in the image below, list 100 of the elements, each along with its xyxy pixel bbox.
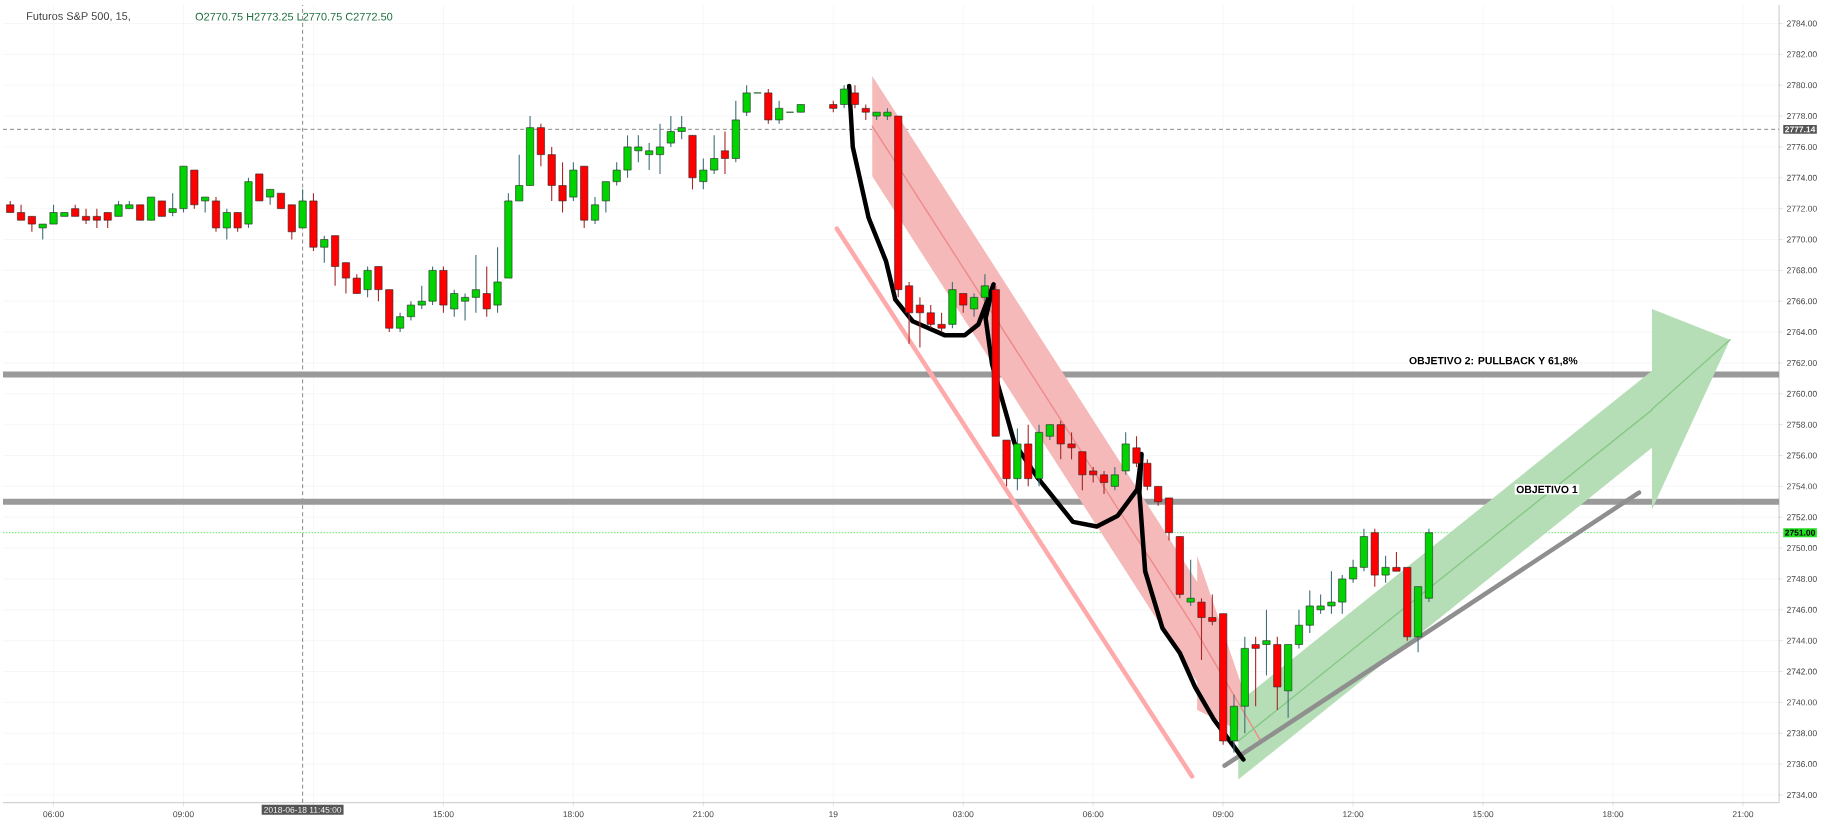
- candlestick: [1132, 435, 1141, 468]
- candlestick: [1154, 486, 1163, 507]
- y-tick-label: 2758.00: [1787, 421, 1817, 428]
- candlestick: [959, 293, 968, 314]
- candlestick: [970, 293, 979, 318]
- candlestick: [92, 208, 101, 229]
- x-tick-label: 09:00: [173, 811, 194, 818]
- x-tick-label: 15:00: [1473, 811, 1494, 818]
- candlestick: [1197, 597, 1206, 661]
- y-tick-label: 2784.00: [1787, 20, 1817, 27]
- y-tick-label: 2778.00: [1787, 113, 1817, 120]
- candlestick: [612, 161, 621, 187]
- candlestick: [721, 131, 729, 175]
- candlestick: [710, 134, 719, 175]
- x-tick-label: 19: [829, 811, 838, 818]
- candlestick: [1316, 594, 1325, 615]
- ref-line-label: 2018-06-18 11:45:00: [264, 807, 342, 814]
- candlestick: [666, 115, 675, 148]
- y-tick-label: 2782.00: [1787, 51, 1817, 58]
- candlestick: [1067, 431, 1076, 461]
- candlestick: [656, 123, 664, 175]
- y-tick-label: 2740.00: [1787, 699, 1817, 706]
- candlestick: [1100, 470, 1109, 495]
- y-tick-label: 2738.00: [1787, 730, 1817, 737]
- candlestick: [980, 273, 989, 302]
- candlestick: [1392, 551, 1401, 572]
- candlestick: [623, 134, 632, 179]
- candlestick: [493, 246, 502, 314]
- y-tick-label: 2742.00: [1787, 668, 1817, 675]
- candlestick: [341, 262, 350, 295]
- y-tick-label: 2770.00: [1787, 236, 1817, 243]
- text: O2770.75 H2773.25 L2770.75 C2772.50: [195, 12, 393, 21]
- candlestick: [49, 204, 58, 225]
- y-tick-label: 2736.00: [1787, 761, 1817, 768]
- candlestick: [1110, 466, 1119, 491]
- candlestick: [558, 161, 567, 214]
- y-tick-label: 2750.00: [1787, 545, 1817, 552]
- y-tick-label: 2760.00: [1787, 390, 1817, 397]
- x-tick-label: 15:00: [433, 811, 454, 818]
- y-tick-label: 2752.00: [1787, 514, 1817, 521]
- candlestick: [742, 84, 751, 117]
- x-tick-label: 18:00: [563, 811, 584, 818]
- candlestick: [1208, 594, 1217, 626]
- ref-line-label: 2751.00: [1785, 529, 1815, 536]
- candlestick: [1262, 609, 1271, 677]
- y-tick-label: 2754.00: [1787, 483, 1817, 490]
- candlestick: [634, 134, 643, 164]
- y-tick-label: 2734.00: [1787, 792, 1817, 799]
- candlestick: [1349, 559, 1358, 584]
- x-tick-label: 09:00: [1212, 811, 1234, 818]
- candlestick: [406, 300, 415, 322]
- y-tick-label: 2762.00: [1787, 360, 1817, 367]
- candlestick: [222, 208, 231, 241]
- candlestick: [850, 84, 859, 110]
- x-tick-label: 21:00: [1732, 811, 1754, 818]
- y-tick-label: 2772.00: [1787, 205, 1817, 212]
- text: Futuros S&P 500, 15,: [27, 12, 130, 22]
- y-tick-label: 2746.00: [1787, 607, 1817, 613]
- candlestick: [1143, 458, 1152, 491]
- candlestick: [1294, 609, 1303, 650]
- candlestick: [1338, 574, 1347, 615]
- candlestick: [396, 312, 405, 333]
- candlestick: [1305, 590, 1314, 634]
- candlestick: [1056, 420, 1065, 461]
- candlestick: [1381, 555, 1390, 584]
- y-tick-label: 2780.00: [1787, 82, 1817, 89]
- candlestick: [937, 312, 946, 333]
- x-tick-label: 18:00: [1603, 811, 1624, 818]
- candlestick: [482, 266, 491, 318]
- ref-line-label: 2777.14: [1785, 126, 1816, 133]
- x-tick-label: 06:00: [1082, 811, 1104, 818]
- candlestick: [915, 296, 924, 349]
- x-tick-label: 12:00: [1343, 811, 1364, 818]
- candlestick: [363, 266, 372, 299]
- candlestick: [601, 181, 610, 214]
- candlestick: [168, 192, 177, 218]
- candlestick: [1186, 559, 1195, 607]
- candlestick: [645, 142, 654, 171]
- candlestick: [417, 285, 426, 310]
- candlestick: [1251, 636, 1260, 707]
- ref-line-label: OBJETIVO 2: PULLBACK Y 61,8%: [1409, 357, 1578, 366]
- ref-line-label: OBJETIVO 1: [1516, 485, 1578, 494]
- y-tick-label: 2744.00: [1787, 637, 1817, 644]
- candlestick: [233, 212, 242, 233]
- candlestick: [450, 289, 459, 318]
- candlestick: [926, 304, 935, 329]
- candlestick: [147, 196, 155, 221]
- y-tick-label: 2776.00: [1787, 144, 1817, 151]
- candlestick: [677, 115, 686, 140]
- candlestick: [374, 266, 383, 302]
- y-tick-label: 2764.00: [1787, 329, 1817, 336]
- y-tick-label: 2774.00: [1787, 174, 1817, 181]
- y-tick-label: 2766.00: [1787, 298, 1817, 305]
- candlestick: [591, 196, 600, 225]
- candlestick: [352, 273, 361, 295]
- candlestick: [82, 208, 91, 225]
- candlestick: [471, 254, 480, 314]
- candlestick: [1327, 570, 1336, 615]
- candlestick: [775, 100, 784, 125]
- candlestick: [1078, 451, 1087, 491]
